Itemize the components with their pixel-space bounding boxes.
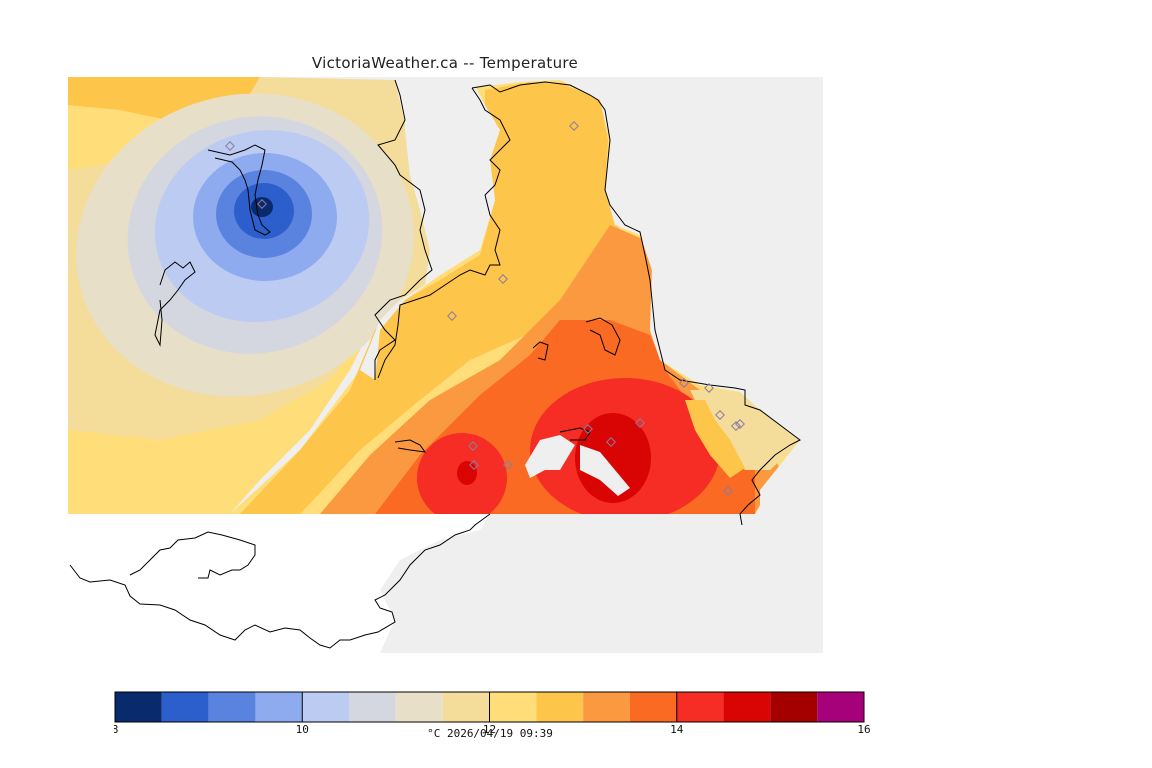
station-marker [723,486,733,496]
legend-swatch [770,692,818,722]
legend-swatch [395,692,443,722]
station-marker [731,421,741,431]
contour-fill-west [68,77,430,514]
harbour-water [580,445,630,496]
legend-tick-label: 16 [857,723,870,736]
color-legend: 8 10 12 14 16 [114,691,871,736]
legend-tick-label: 12 [483,723,496,736]
legend-swatch [817,692,864,722]
legend-swatch [676,692,724,722]
temperature-contour-map [68,77,823,653]
station-marker [704,383,714,393]
legend-swatch [115,692,162,722]
station-marker [498,274,508,284]
ocean-inlets [68,80,823,653]
coastlines [69,79,801,649]
legend-swatch [302,692,350,722]
contour-fill-east [230,80,800,514]
station-marker [583,424,593,434]
legend-swatch [489,692,537,722]
station-marker [635,418,645,428]
legend-swatch [723,692,771,722]
saanich-inlet [525,435,575,478]
legend-swatch [442,692,490,722]
legend-ticks: 8 10 12 14 16 [114,692,871,736]
legend-tick-label: 10 [296,723,309,736]
legend-swatch [255,692,303,722]
station-marker [679,378,689,388]
station-marker [257,199,267,209]
legend-caption: °C 2026/04/19 09:39 [427,727,553,740]
legend-swatch [208,692,256,722]
station-marker [606,437,616,447]
legend-swatch [583,692,630,722]
station-markers [225,121,745,496]
station-marker [469,460,479,470]
station-marker [715,410,725,420]
map-title: VictoriaWeather.ca -- Temperature [311,54,579,72]
station-marker [225,141,235,151]
legend-swatch [536,692,584,722]
legend-swatch [161,692,209,722]
station-marker [468,441,478,451]
legend-swatch [629,692,677,722]
station-marker [569,121,579,131]
legend-tick-label: 8 [114,723,118,736]
station-marker [503,460,513,470]
station-marker [447,311,457,321]
legend-swatches [114,691,865,723]
legend-swatch [349,692,396,722]
legend-tick-label: 14 [670,723,684,736]
station-marker [735,419,745,429]
